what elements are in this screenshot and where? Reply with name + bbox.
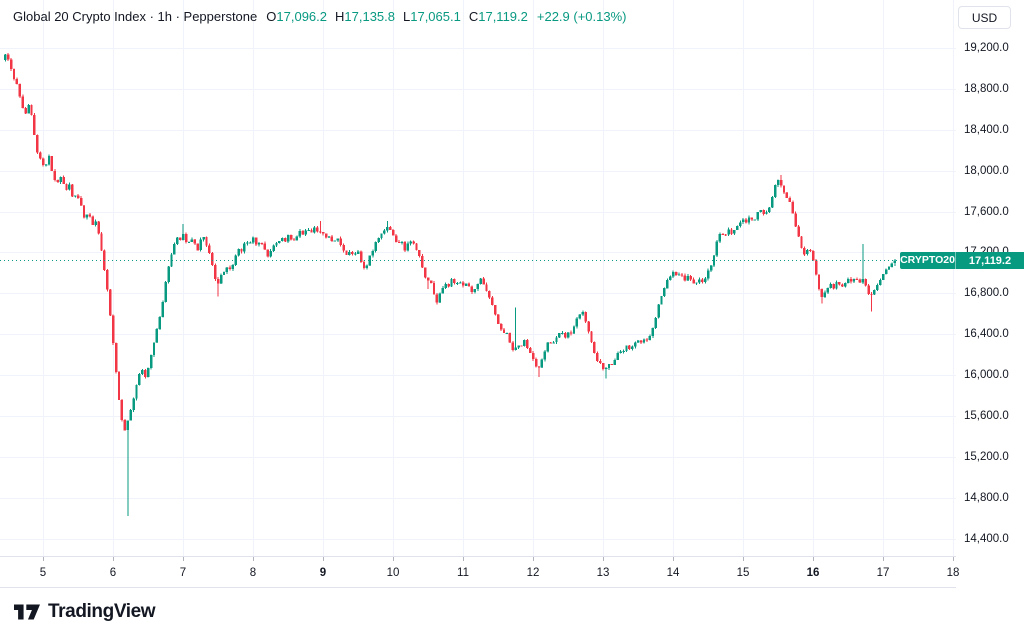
time-axis-label: 11: [457, 567, 469, 579]
current-price-symbol: CRYPTO20: [900, 252, 956, 270]
time-axis-label: 16: [806, 567, 820, 579]
tradingview-logo[interactable]: TradingView: [14, 601, 156, 623]
time-axis-label: 7: [179, 567, 187, 579]
time-axis-label: 18: [946, 567, 960, 579]
symbol-title[interactable]: Global 20 Crypto Index · 1h · Pepperston…: [13, 9, 258, 24]
price-axis-label: 19,200.0: [964, 42, 1009, 54]
time-axis-label: 6: [109, 567, 117, 579]
price-axis-label: 18,800.0: [964, 82, 1009, 95]
price-axis-label: 14,400.0: [964, 532, 1009, 545]
time-axis[interactable]: 5 6 7 8 9 10 11 12 13 14 15 16 17 18: [0, 558, 960, 588]
current-price-label: CRYPTO20 17,119.2: [900, 252, 1024, 270]
price-change: +22.9 (+0.13%): [536, 9, 627, 24]
price-axis[interactable]: 19,200.0 18,800.0 18,400.0 18,000.0 17,600.0…: [956, 0, 1024, 588]
high-value: H17,135.8: [335, 9, 395, 24]
tradingview-logo-text: TradingView: [48, 601, 156, 622]
time-axis-label: 14: [666, 567, 680, 579]
time-axis-label: 5: [39, 567, 47, 579]
time-axis-label: 8: [249, 567, 257, 579]
open-value: O17,096.2: [266, 9, 327, 24]
ohlc-values: O17,096.2 H17,135.8 L17,065.1 C17,119.2: [266, 9, 528, 24]
price-axis-label: 18,400.0: [964, 123, 1009, 136]
price-axis-label: 16,400.0: [964, 328, 1009, 341]
low-value: L17,065.1: [403, 9, 461, 24]
time-axis-label: 12: [526, 567, 540, 579]
price-axis-label: 16,000.0: [964, 369, 1009, 382]
time-axis-label: 17: [876, 567, 890, 579]
price-axis-label: 15,200.0: [964, 450, 1009, 463]
price-axis-label: 14,800.0: [964, 491, 1009, 504]
price-axis-label: 18,000.0: [964, 164, 1009, 177]
currency-toggle-button[interactable]: USD: [958, 6, 1011, 29]
price-axis-label: 15,600.0: [964, 409, 1009, 422]
price-axis-label: 16,800.0: [964, 287, 1009, 300]
price-axis-label: 17,600.0: [964, 205, 1009, 218]
time-axis-label: 15: [736, 567, 750, 579]
time-axis-label: 10: [386, 567, 400, 579]
tradingview-logo-icon: [14, 604, 40, 620]
symbol-info-bar: Global 20 Crypto Index · 1h · Pepperston…: [13, 9, 627, 24]
time-axis-label: 9: [319, 567, 327, 579]
close-value: C17,119.2: [468, 9, 528, 24]
current-price-value: 17,119.2: [968, 254, 1012, 267]
time-axis-label: 13: [596, 567, 610, 579]
candlestick-chart[interactable]: [0, 0, 1024, 588]
